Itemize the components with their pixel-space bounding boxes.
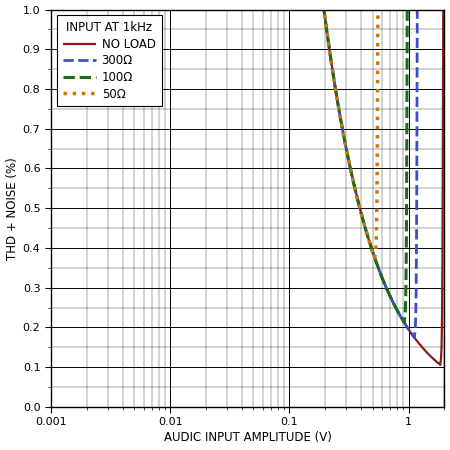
Line: NO LOAD: NO LOAD [51, 2, 445, 365]
NO LOAD [304, 0, 310, 4]
300Ω [342, 137, 347, 143]
NO LOAD [284, 0, 290, 4]
Line: 300Ω: 300Ω [51, 2, 445, 338]
50Ω [342, 137, 347, 143]
50Ω [304, 0, 310, 4]
100Ω [372, 254, 377, 260]
X-axis label: AUDIC INPUT AMPLITUDE (V): AUDIC INPUT AMPLITUDE (V) [164, 432, 332, 445]
NO LOAD [342, 137, 347, 143]
50Ω [284, 0, 290, 4]
Line: 100Ω: 100Ω [51, 2, 445, 323]
50Ω [120, 0, 125, 4]
100Ω [284, 0, 290, 4]
300Ω [442, 0, 447, 4]
50Ω [372, 255, 378, 261]
100Ω [120, 0, 125, 4]
50Ω [198, 0, 204, 4]
300Ω [304, 0, 310, 4]
NO LOAD [442, 0, 447, 4]
Y-axis label: THD + NOISE (%): THD + NOISE (%) [5, 157, 18, 260]
NO LOAD [372, 254, 377, 260]
50Ω [442, 0, 447, 4]
Legend: NO LOAD, 300Ω, 100Ω, 50Ω: NO LOAD, 300Ω, 100Ω, 50Ω [57, 15, 162, 107]
100Ω [48, 0, 54, 4]
NO LOAD [48, 0, 54, 4]
100Ω [442, 0, 447, 4]
100Ω [304, 0, 310, 4]
50Ω [372, 254, 377, 260]
Line: 50Ω: 50Ω [51, 2, 445, 258]
300Ω [284, 0, 290, 4]
300Ω [198, 0, 204, 4]
100Ω [198, 0, 204, 4]
100Ω [401, 320, 407, 325]
NO LOAD [438, 362, 443, 368]
NO LOAD [120, 0, 125, 4]
NO LOAD [198, 0, 204, 4]
300Ω [412, 335, 417, 340]
50Ω [48, 0, 54, 4]
300Ω [120, 0, 125, 4]
100Ω [342, 137, 347, 143]
300Ω [372, 254, 377, 260]
300Ω [48, 0, 54, 4]
